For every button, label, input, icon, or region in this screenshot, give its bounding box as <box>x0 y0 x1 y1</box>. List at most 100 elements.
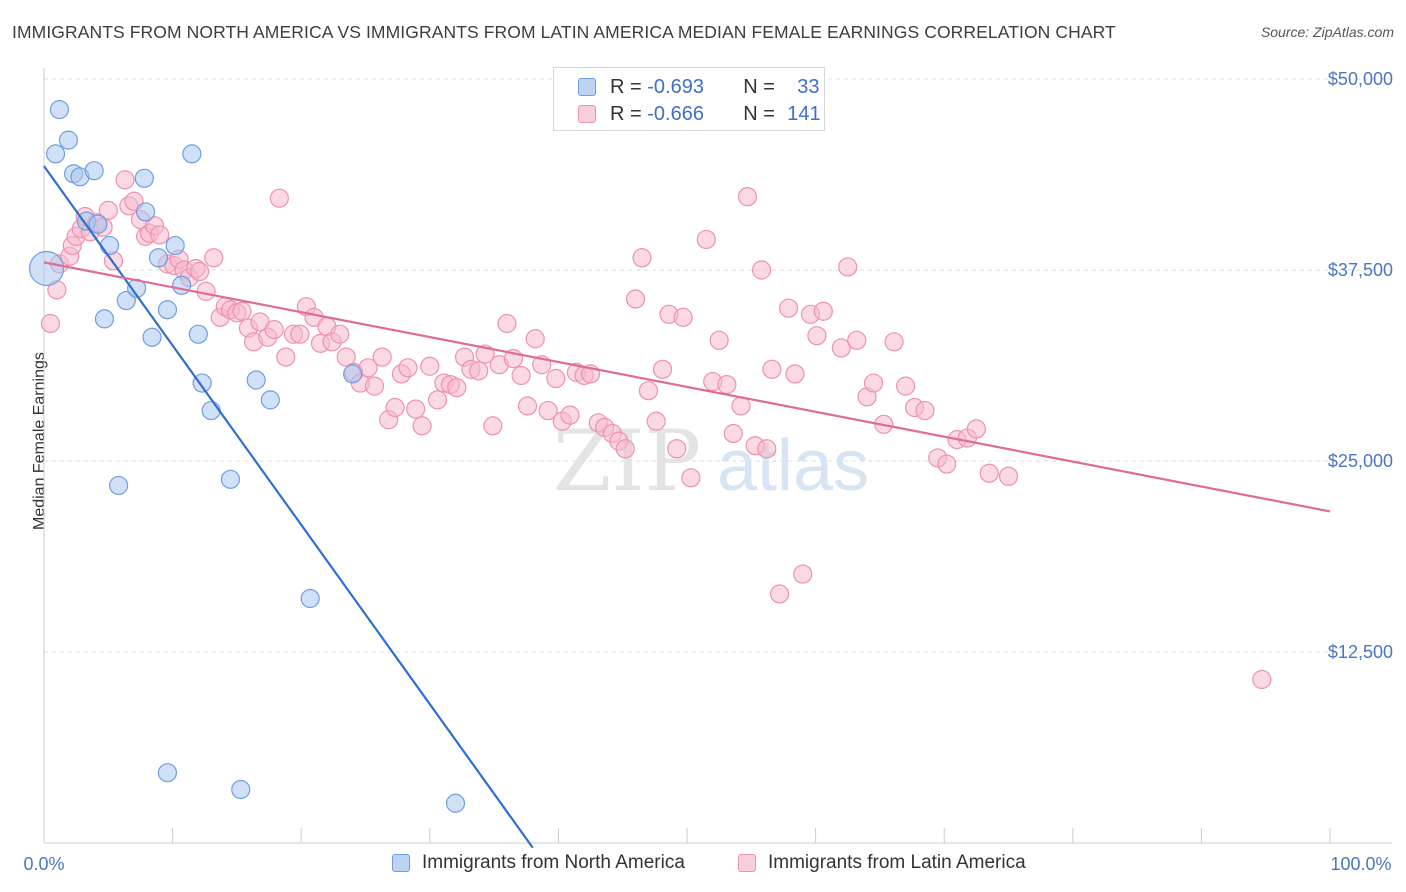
legend-n-label: N = <box>743 75 775 98</box>
north-america-point <box>134 168 154 188</box>
latin-america-point <box>915 400 935 421</box>
legend-swatch-pink <box>578 105 596 123</box>
latin-america-point <box>385 397 405 418</box>
latin-america-point <box>336 347 356 367</box>
latin-america-point <box>276 347 296 367</box>
latin-america-point <box>751 260 772 280</box>
latin-america-point <box>807 326 827 346</box>
correlation-legend: R = -0.693 N = 33 R = -0.666 N = 141 <box>553 67 825 131</box>
x-tick-labels: 0.0% 100.0% <box>23 854 1391 874</box>
latin-america-point <box>896 376 916 396</box>
latin-america-point <box>546 368 566 389</box>
latin-america-point <box>737 187 758 207</box>
latin-america-point <box>190 261 210 282</box>
north-america-point <box>84 161 104 181</box>
legend-n-value: 33 <box>797 75 820 98</box>
latin-america-point <box>709 330 729 350</box>
watermark-atlas: atlas <box>717 426 869 506</box>
y-tick-label-25000: $25,000 <box>1328 451 1393 471</box>
north-america-point <box>108 475 129 496</box>
latin-america-point <box>560 405 580 425</box>
latin-america-point <box>538 400 558 421</box>
north-america-point <box>135 202 156 222</box>
north-america-point <box>157 300 178 320</box>
north-america-trend-line <box>43 165 534 849</box>
latin-america-point <box>40 313 61 334</box>
north-america-point <box>182 144 202 164</box>
latin-america-point <box>673 307 693 327</box>
legend-r-label: R = <box>610 102 642 125</box>
x-tick-label-right: 100.0% <box>1330 854 1391 874</box>
legend-n-label: N = <box>743 102 775 125</box>
north-america-point <box>246 370 266 390</box>
latin-america-point <box>813 301 833 321</box>
north-america-point <box>157 763 178 783</box>
north-america-point <box>99 235 120 256</box>
latin-america-point <box>398 358 418 378</box>
latin-america-point <box>427 390 448 410</box>
north-america-point <box>300 588 320 609</box>
north-america-point <box>28 250 65 287</box>
latin-america-point <box>420 356 440 376</box>
bottom-legend-latin-america: Immigrants from Latin America <box>738 852 1026 874</box>
latin-america-point <box>847 330 867 350</box>
latin-america-point <box>98 200 118 221</box>
north-america-point <box>116 290 136 311</box>
y-tick-labels: $12,500 $25,000 $37,500 $50,000 <box>1328 69 1393 662</box>
latin-america-point <box>330 324 350 344</box>
bottom-legend-swatch-blue <box>392 854 410 872</box>
latin-america-trend-line <box>43 261 1331 513</box>
legend-r-label: R = <box>610 75 642 98</box>
latin-america-point <box>625 289 646 309</box>
latin-america-point <box>406 399 426 419</box>
north-america-point <box>49 99 70 120</box>
watermark-zip: ZIP <box>553 412 701 510</box>
north-america-point <box>45 144 66 164</box>
x-tick-label-left: 0.0% <box>23 854 64 874</box>
latin-america-point <box>667 439 687 459</box>
latin-america-point <box>717 375 737 395</box>
north-america-point <box>148 248 169 268</box>
latin-america-point <box>264 319 284 340</box>
north-america-point <box>445 793 466 813</box>
watermark: ZIP atlas <box>553 412 869 510</box>
latin-america-point <box>831 338 851 358</box>
north-america-point <box>172 275 192 295</box>
latin-america-point <box>269 188 289 208</box>
legend-n-value: 141 <box>787 102 821 125</box>
latin-america-point <box>646 411 666 431</box>
latin-america-point <box>497 313 517 334</box>
north-america-point <box>58 130 79 150</box>
latin-america-point <box>884 332 904 352</box>
latin-america-point <box>778 298 799 318</box>
latin-america-point <box>769 584 790 604</box>
latin-america-point <box>483 416 503 436</box>
latin-america-point <box>196 281 216 301</box>
bottom-legend-swatch-pink <box>738 854 756 872</box>
latin-america-point <box>723 423 743 444</box>
north-america-point <box>142 327 162 347</box>
latin-america-point <box>757 439 777 459</box>
latin-america-point <box>696 229 716 250</box>
trend-lines <box>43 165 1331 849</box>
latin-america-point <box>232 301 252 321</box>
bottom-legend-north-america: Immigrants from North America <box>392 852 685 874</box>
y-tick-label-37500: $37,500 <box>1328 260 1393 280</box>
legend-r-value: -0.666 <box>647 102 704 125</box>
y-tick-label-12500: $12,500 <box>1328 642 1393 662</box>
north-america-point <box>343 364 363 384</box>
bottom-legend-label-latin: Immigrants from Latin America <box>768 852 1026 873</box>
latin-america-point <box>793 564 813 584</box>
latin-america-point <box>785 364 805 384</box>
latin-america-point <box>838 257 858 277</box>
axes <box>43 68 1392 844</box>
latin-america-point <box>615 439 635 459</box>
north-america-point <box>220 469 241 489</box>
legend-r-value: -0.693 <box>647 75 704 98</box>
bottom-legend-label-north: Immigrants from North America <box>422 852 685 873</box>
latin-america-point <box>447 378 467 398</box>
north-america-point <box>231 779 251 800</box>
north-america-points <box>28 99 466 813</box>
source-credit: Source: ZipAtlas.com <box>1260 24 1394 40</box>
latin-america-point <box>863 373 884 393</box>
